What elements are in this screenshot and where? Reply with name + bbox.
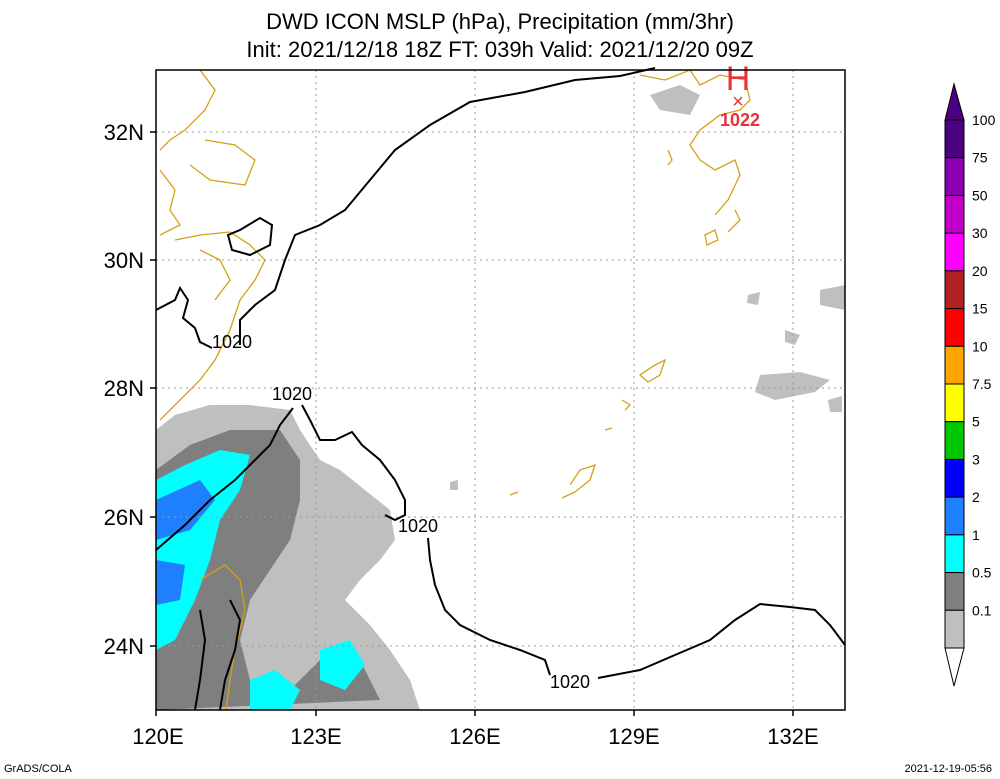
lat-label: 32N (104, 120, 144, 145)
colorbar-label: 0.1 (972, 602, 992, 618)
map-title-line2: Init: 2021/12/18 18Z FT: 039h Valid: 202… (246, 37, 754, 62)
lat-label: 24N (104, 634, 144, 659)
colorbar-bottom-arrow (944, 647, 965, 687)
colorbar-cell (944, 496, 965, 536)
coastlines (159, 69, 751, 711)
isobar-label: 1020 (272, 384, 312, 404)
colorbar-label: 3 (972, 451, 980, 467)
precipitation-shading (156, 85, 845, 710)
lon-label: 126E (449, 724, 500, 749)
colorbar-label: 15 (972, 301, 988, 317)
colorbar-cell (944, 194, 965, 234)
footer-credit: GrADS/COLA (4, 763, 72, 775)
axis-ticks (150, 131, 794, 716)
colorbar-label: 50 (972, 187, 988, 203)
lon-label: 120E (132, 724, 183, 749)
high-pressure-marker: × (732, 91, 744, 113)
lat-label: 30N (104, 248, 144, 273)
colorbar-cell (944, 232, 965, 272)
high-pressure-center: H × 1022 (720, 60, 760, 130)
colorbar-label: 2 (972, 489, 980, 505)
colorbar-label: 75 (972, 150, 988, 166)
colorbar-label: 30 (972, 225, 988, 241)
isobar-label: 1020 (550, 672, 590, 692)
lon-label: 123E (290, 724, 341, 749)
isobar-contours (155, 67, 846, 711)
colorbar-cell (944, 572, 965, 611)
colorbar-label: 0.5 (972, 565, 992, 581)
colorbar-cell (944, 119, 965, 159)
high-pressure-value: 1022 (720, 110, 760, 130)
colorbar-cell (944, 534, 965, 574)
isobar-label: 1020 (398, 516, 438, 536)
colorbar-cell (944, 458, 965, 498)
colorbar-cell (944, 609, 965, 649)
colorbar-cell (944, 383, 965, 423)
colorbar-label: 1 (972, 527, 980, 543)
lat-label: 28N (104, 376, 144, 401)
colorbar-cell (944, 308, 965, 347)
colorbar-label: 5 (972, 414, 980, 430)
lon-label: 129E (608, 724, 659, 749)
colorbar-label: 7.5 (972, 376, 992, 392)
lat-label: 26N (104, 505, 144, 530)
lon-label: 132E (767, 724, 818, 749)
footer-timestamp: 2021-12-19-05:56 (904, 763, 992, 775)
high-pressure-symbol: H (726, 60, 751, 98)
colorbar-label: 10 (972, 338, 988, 354)
colorbar-cell (944, 157, 965, 196)
colorbar-cell (944, 421, 965, 460)
map-title-line1: DWD ICON MSLP (hPa), Precipitation (mm/3… (266, 9, 734, 34)
colorbar-label: 20 (972, 263, 988, 279)
colorbar-cell (944, 270, 965, 310)
isobar-label: 1020 (212, 332, 252, 352)
map-frame (155, 69, 846, 711)
colorbar-cell (944, 345, 965, 385)
map-gridlines (156, 70, 845, 710)
colorbar-label: 100 (972, 112, 996, 128)
precipitation-colorbar: 100 75 50 30 20 15 10 7.5 5 3 2 1 0.5 0.1 (944, 82, 996, 687)
